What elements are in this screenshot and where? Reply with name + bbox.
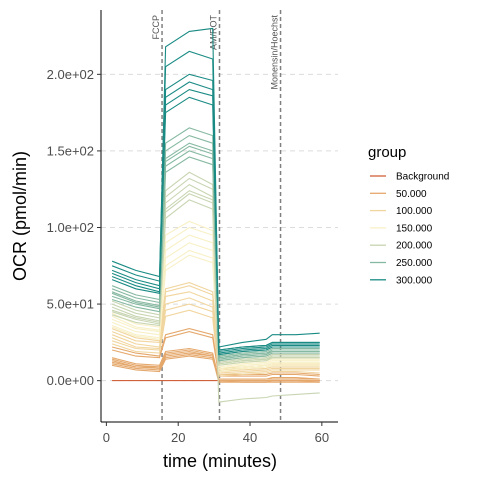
series-lines [111,27,320,403]
x-tick-label: 60 [315,430,329,445]
series-line [111,96,320,356]
y-axis-title: OCR (pmol/min) [10,151,30,281]
legend-label: 100.000 [396,206,433,217]
series-line [111,309,320,377]
y-tick-label: 1.5e+02 [47,143,94,158]
series-line [111,145,320,359]
x-tick-label: 40 [243,430,257,445]
legend-label: 50.000 [396,189,427,200]
legend-label: 300.000 [396,275,433,286]
injection-label: Monensin/Hoechst [270,15,280,90]
legend-label: 200.000 [396,241,433,252]
legend: group Background 50.000 100.000 150.000 200.… [368,144,449,286]
series-line [111,27,320,351]
injection-label: FCCP [151,15,161,40]
series-line [111,190,320,365]
x-tick-label: 20 [171,430,185,445]
axes [100,10,338,423]
y-tick-label: 5.0e+01 [47,297,94,312]
legend-title: group [368,144,406,161]
y-tick-label: 0.0e+00 [47,373,94,388]
y-tick-label: 2.0e+02 [47,67,94,82]
x-tick-label: 0 [103,430,110,445]
y-tick-label: 1.0e+02 [47,220,94,235]
series-line [111,199,320,403]
injection-label: AM/ROT [209,14,219,50]
legend-label: 250.000 [396,258,433,269]
series-line [111,331,320,377]
legend-label: 150.000 [396,223,433,234]
ticks: 0.0e+00 5.0e+01 1.0e+02 1.5e+02 2.0e+02 0 20 40… [47,67,329,445]
x-axis-title: time (minutes) [163,451,277,471]
legend-label: Background [396,172,449,183]
series-line [111,354,320,383]
